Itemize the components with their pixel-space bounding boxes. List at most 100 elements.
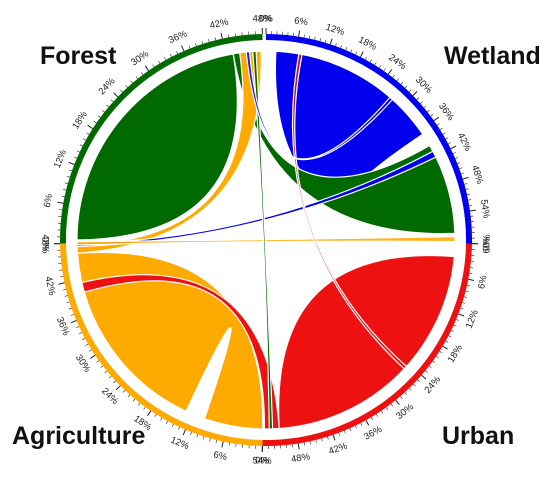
tick-wetland <box>452 152 456 154</box>
tick-agriculture <box>100 365 104 368</box>
tick-label-wetland: 0% <box>259 14 273 25</box>
tick-agriculture <box>228 442 230 446</box>
group-rings-layer <box>59 34 473 447</box>
tick-urban <box>338 432 341 436</box>
tick-urban <box>458 313 465 317</box>
tick-urban <box>354 425 357 429</box>
tick-agriculture <box>76 326 80 329</box>
tick-forest <box>66 176 70 178</box>
tick-wetland <box>459 167 463 170</box>
tick-forest <box>69 169 73 172</box>
tick-forest <box>214 37 216 41</box>
tick-urban <box>468 278 475 281</box>
tick-agriculture <box>89 354 96 359</box>
tick-urban <box>442 345 448 350</box>
tick-label-urban: 0% <box>481 236 492 250</box>
tick-label-agriculture: 30% <box>73 353 93 375</box>
tick-forest <box>120 89 123 93</box>
tick-urban <box>297 443 300 450</box>
tick-urban <box>404 392 407 395</box>
tick-agriculture <box>122 389 126 393</box>
group-label-wetland: Wetland <box>444 42 541 70</box>
tick-agriculture <box>177 426 180 430</box>
tick-forest <box>57 201 64 204</box>
tick-wetland <box>319 38 321 42</box>
group-arc-gap-forest <box>69 43 262 243</box>
tick-urban <box>448 335 452 338</box>
tick-urban <box>332 434 336 441</box>
tick-forest <box>102 110 105 113</box>
tick-label-forest: 18% <box>70 109 90 131</box>
tick-label-urban: 42% <box>327 441 349 458</box>
tick-urban <box>408 387 412 391</box>
tick-forest <box>93 120 97 124</box>
tick-forest <box>125 85 128 88</box>
tick-urban <box>327 436 329 440</box>
tick-wetland <box>396 78 400 82</box>
tick-label-wetland: 36% <box>436 101 456 123</box>
tick-urban <box>395 399 400 406</box>
tick-urban <box>315 439 317 443</box>
tick-urban <box>390 403 393 407</box>
tick-agriculture <box>104 370 108 374</box>
tick-agriculture <box>190 431 192 436</box>
tick-wetland <box>309 35 311 39</box>
tick-forest <box>158 60 161 64</box>
tick-wetland <box>469 204 473 206</box>
group-label-forest: Forest <box>40 42 117 70</box>
tick-urban <box>435 355 439 359</box>
tick-urban <box>375 413 379 417</box>
group-arc-gap-agriculture <box>69 244 262 437</box>
tick-label-wetland: 6% <box>293 15 309 28</box>
tick-urban <box>385 407 389 410</box>
tick-label-agriculture: 42% <box>42 275 57 296</box>
tick-agriculture <box>138 402 141 406</box>
tick-wetland <box>464 183 468 185</box>
tick-wetland <box>416 97 420 100</box>
tick-urban <box>462 302 466 304</box>
tick-forest <box>176 51 178 55</box>
tick-wetland <box>392 74 395 78</box>
tick-wetland <box>383 68 386 72</box>
tick-agriculture <box>82 338 86 340</box>
tick-wetland <box>400 81 404 85</box>
ribbon-urban-self <box>278 255 455 430</box>
tick-label-forest: 48% <box>252 13 272 24</box>
tick-forest <box>86 132 90 135</box>
tick-forest <box>195 43 197 47</box>
tick-forest <box>228 34 230 38</box>
tick-urban <box>309 441 311 445</box>
group-arc-agriculture <box>60 243 263 446</box>
tick-urban <box>344 430 346 434</box>
ribbon-forest-wetland <box>232 52 456 235</box>
tick-urban <box>451 330 454 332</box>
tick-wetland <box>324 39 327 43</box>
tick-wetland <box>465 188 469 190</box>
tick-forest <box>97 115 101 118</box>
tick-forest <box>64 182 68 184</box>
tick-wetland <box>387 69 393 75</box>
tick-urban <box>421 374 427 380</box>
tick-agriculture <box>85 343 89 346</box>
tick-agriculture <box>209 438 211 442</box>
tick-wetland <box>365 56 367 60</box>
tick-forest <box>135 76 139 79</box>
tick-wetland <box>433 116 440 122</box>
tick-label-wetland: 54% <box>478 199 492 220</box>
tick-agriculture <box>143 406 146 410</box>
tick-label-agriculture: 48% <box>39 234 50 254</box>
tick-forest <box>220 32 223 39</box>
tick-agriculture <box>215 439 217 443</box>
tick-label-urban: 54% <box>252 455 272 466</box>
tick-agriculture <box>182 429 186 436</box>
tick-wetland <box>423 105 427 108</box>
tick-wetland <box>350 49 353 53</box>
tick-agriculture <box>63 289 67 291</box>
tick-wetland <box>355 51 358 55</box>
tick-agriculture <box>58 282 65 285</box>
tick-urban <box>321 438 323 442</box>
tick-agriculture <box>221 441 224 448</box>
tick-label-urban: 30% <box>394 401 416 422</box>
tick-agriculture <box>96 360 100 363</box>
tick-label-agriculture: 36% <box>54 316 72 338</box>
